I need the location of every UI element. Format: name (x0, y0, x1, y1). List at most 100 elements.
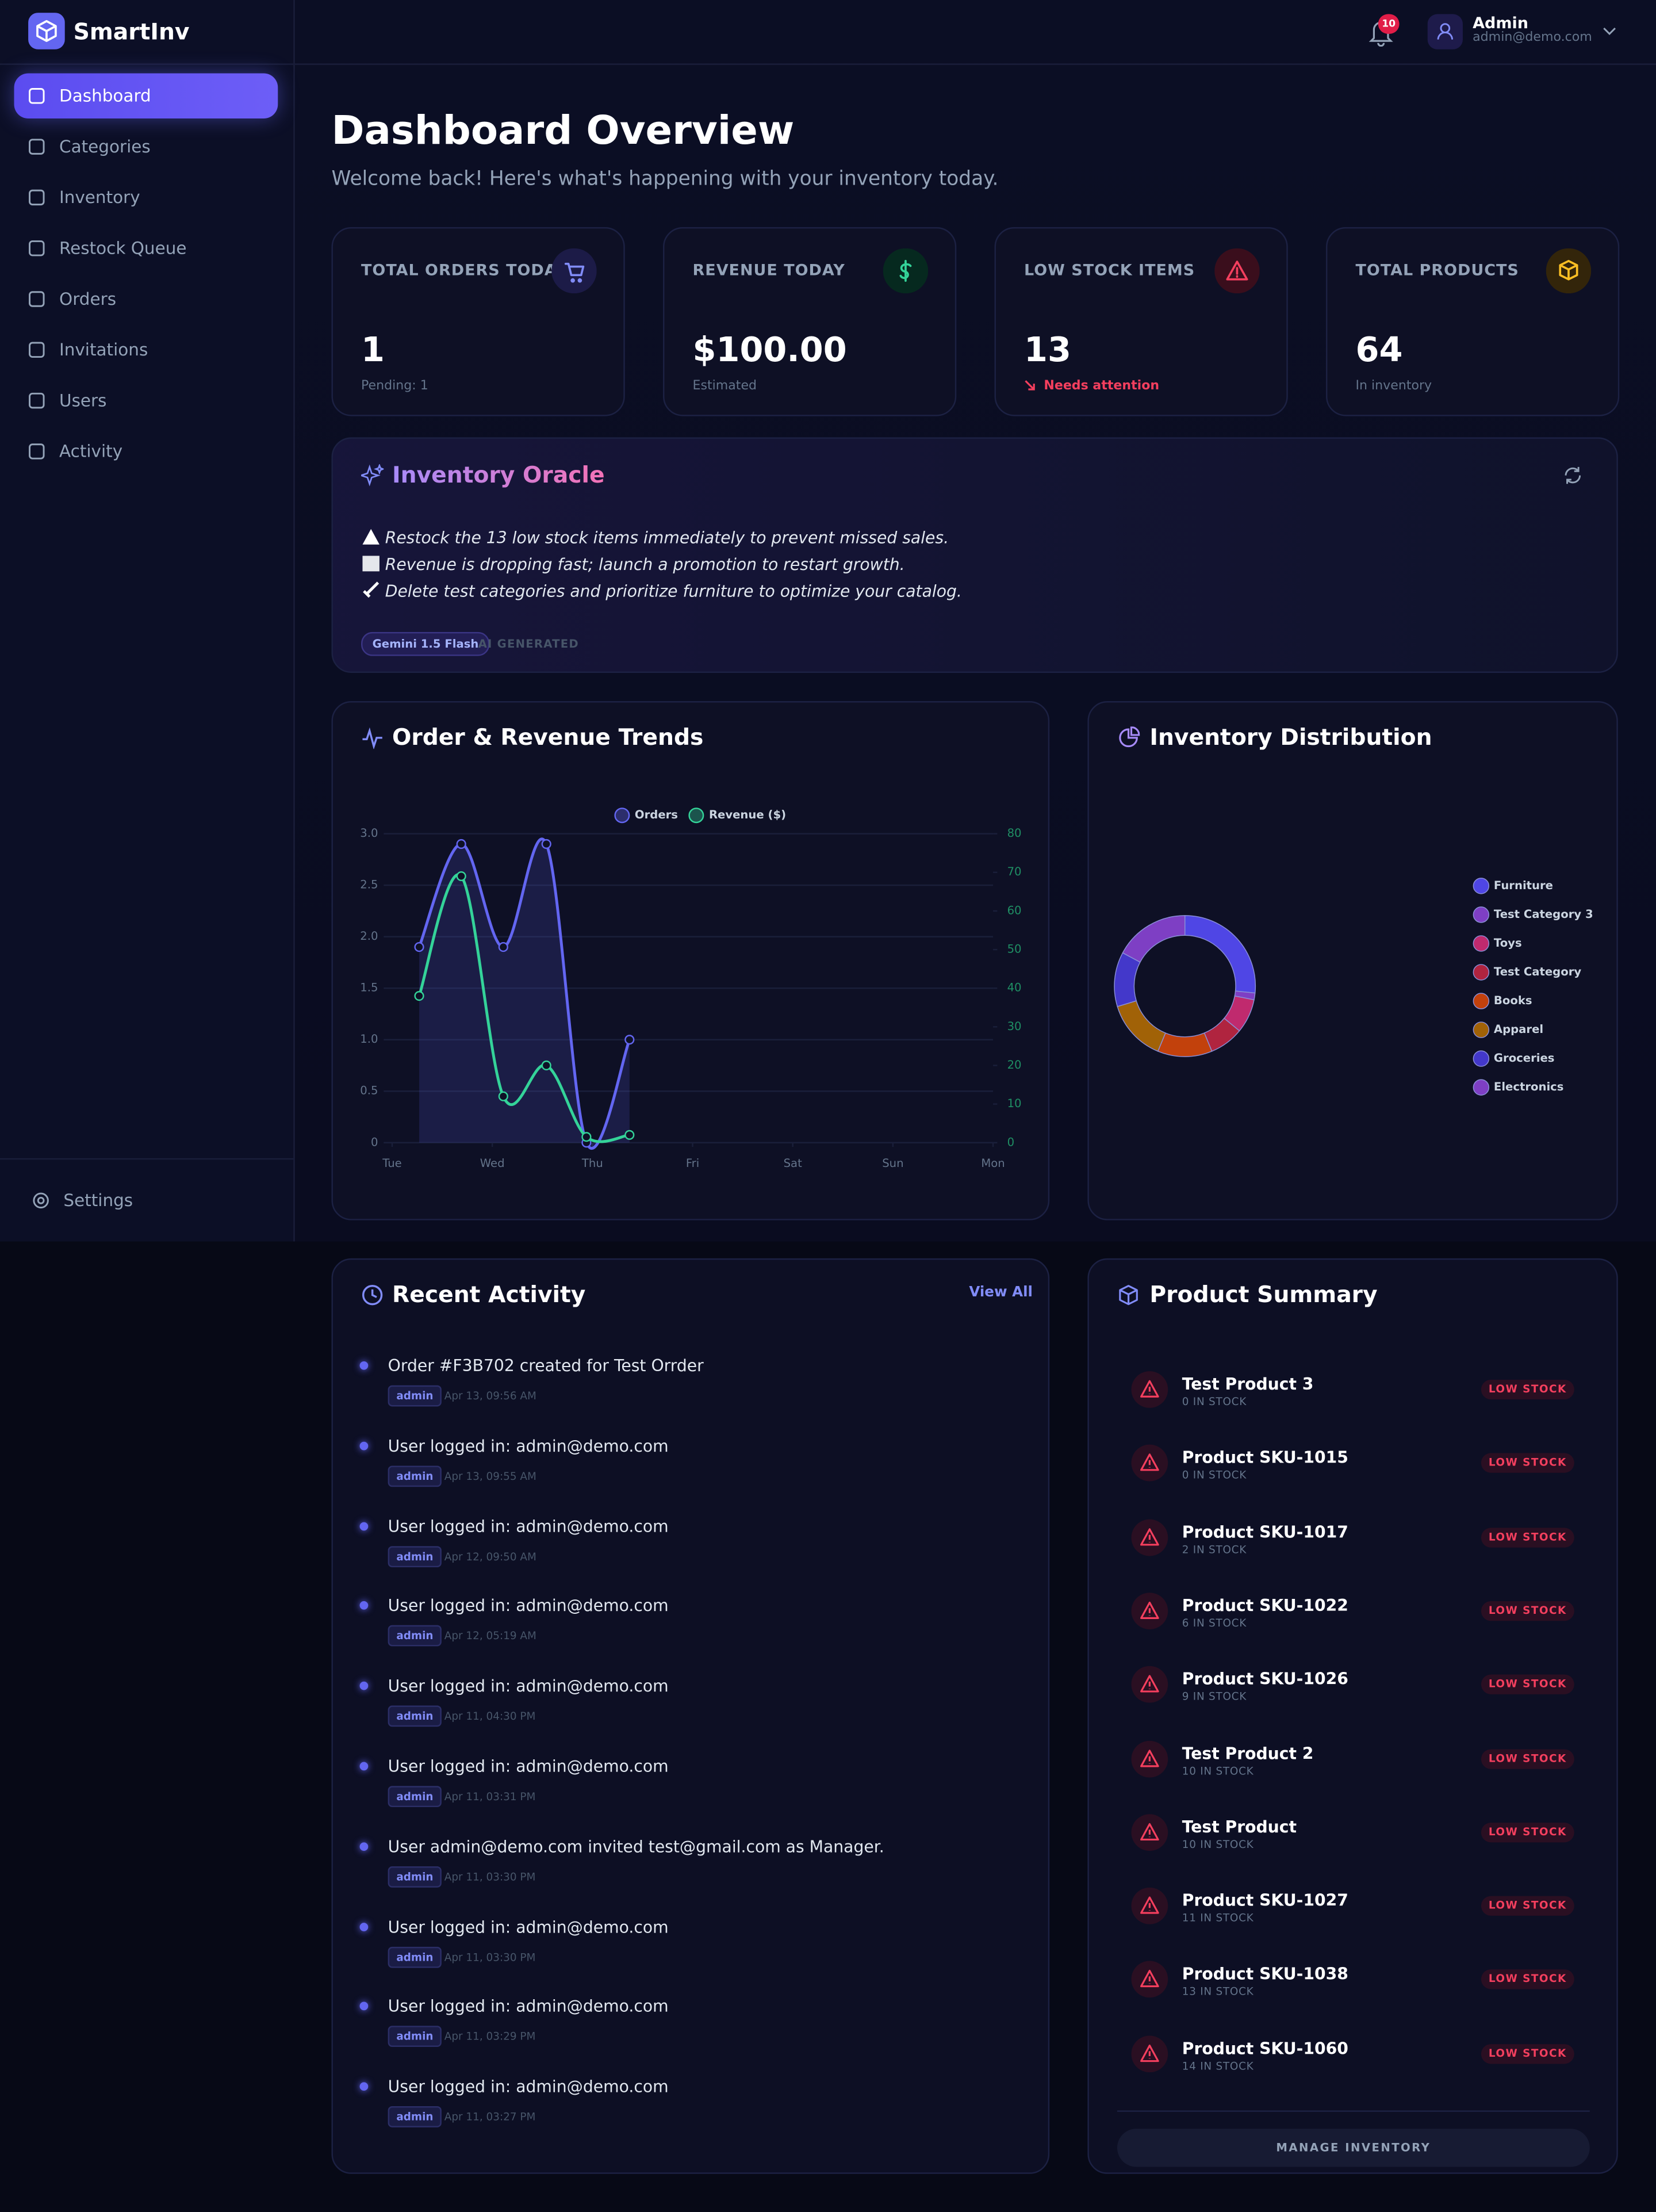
user-badge: admin (388, 1385, 442, 1407)
nav-label: Categories (59, 136, 151, 157)
stat-icon (883, 248, 929, 294)
stat-icon (1214, 248, 1260, 294)
insight: Revenue is dropping fast; launch a promo… (385, 554, 905, 575)
warning-glyph (1140, 1675, 1159, 1693)
activity-text: User logged in: admin@demo.com (388, 1916, 669, 1937)
activity-text: User logged in: admin@demo.com (388, 1676, 669, 1696)
warning-icon (1131, 1445, 1168, 1482)
user-badge: admin (388, 2026, 442, 2048)
nav-label: Dashboard (59, 86, 151, 106)
product-stock: 14 IN STOCK (1182, 2059, 1254, 2072)
nav-item[interactable]: Activity (14, 429, 278, 474)
product-stock: 10 IN STOCK (1182, 1838, 1254, 1851)
nav-icon (29, 291, 45, 307)
product-stock: 9 IN STOCK (1182, 1690, 1247, 1703)
product-stock: 0 IN STOCK (1182, 1469, 1247, 1482)
warning-icon (1131, 1888, 1168, 1924)
stat-note: Estimated (692, 379, 757, 394)
settings-link[interactable]: Settings (18, 1178, 282, 1223)
warning-icon (1131, 1961, 1168, 1999)
activity-dot (359, 2082, 369, 2091)
stat-label: REVENUE TODAY (692, 261, 845, 280)
icon-shape (29, 139, 45, 155)
nav-item[interactable]: Invitations (14, 327, 278, 372)
oracle-title: Inventory Oracle (392, 461, 605, 488)
activity-time: Apr 13, 09:56 AM (444, 1390, 536, 1403)
user-badge: admin (388, 1705, 442, 1727)
warning-glyph (1140, 1749, 1159, 1767)
product-title: Product Summary (1149, 1281, 1378, 1308)
status-badge: LOW STOCK (1481, 1896, 1574, 1916)
product-stock: 10 IN STOCK (1182, 1764, 1254, 1777)
clock-icon (362, 1285, 383, 1306)
user-badge: admin (388, 1545, 442, 1567)
brand-logo (28, 13, 65, 49)
box-icon (1119, 1285, 1138, 1306)
nav-icon (29, 443, 45, 460)
stat-card: TOTAL ORDERS TODAY 1 Pending: 1 (331, 227, 625, 416)
activity-title: Recent Activity (392, 1281, 586, 1308)
icon-shape (899, 259, 912, 282)
product-stock: 6 IN STOCK (1182, 1616, 1247, 1629)
warning-icon (1131, 1518, 1168, 1556)
status-badge: LOW STOCK (1481, 1748, 1574, 1769)
status-badge: LOW STOCK (1481, 1527, 1574, 1547)
ai-tag: AI GENERATED (478, 637, 579, 650)
activity-dot (359, 1521, 369, 1530)
chart-title: Inventory Distribution (1149, 724, 1432, 751)
pulse-icon (362, 727, 382, 749)
view-all-link[interactable]: View All (969, 1285, 1033, 1301)
nav-item[interactable]: Inventory (14, 175, 278, 220)
status-badge: LOW STOCK (1481, 1822, 1574, 1842)
top-bar (294, 0, 1656, 65)
chevron[interactable] (1603, 25, 1617, 37)
product-name: Test Product 2 (1182, 1743, 1314, 1763)
icon-shape (29, 240, 45, 257)
icon-shape (29, 443, 45, 460)
stat-icon (1546, 248, 1592, 294)
product-card: Product Summary MANAGE INVENTORY (1087, 1258, 1618, 2174)
status-badge: LOW STOCK (1481, 1453, 1574, 1474)
user-name: Admin (1473, 14, 1528, 33)
warning-glyph (1140, 1380, 1159, 1398)
manage-inventory-button[interactable]: MANAGE INVENTORY (1117, 2129, 1590, 2167)
nav-item[interactable]: Categories (14, 124, 278, 169)
activity-text: User logged in: admin@demo.com (388, 1596, 669, 1616)
activity-time: Apr 11, 03:31 PM (444, 1790, 536, 1803)
product-name: Test Product (1182, 1816, 1297, 1837)
activity-text: Order #F3B702 created for Test Orrder (388, 1356, 704, 1376)
nav-item[interactable]: Dashboard (14, 73, 278, 119)
nav-icon (29, 342, 45, 358)
product-stock: 11 IN STOCK (1182, 1911, 1254, 1924)
nav-label: Activity (59, 441, 123, 462)
stat-note: In inventory (1355, 379, 1432, 394)
activity-text: User logged in: admin@demo.com (388, 1996, 669, 2017)
product-name: Test Product 3 (1182, 1374, 1314, 1394)
settings-label: Settings (63, 1191, 133, 1211)
nav-item[interactable]: Users (14, 378, 278, 423)
stat-label: TOTAL PRODUCTS (1355, 261, 1519, 280)
stat-card: LOW STOCK ITEMS 13 Needs attention (994, 227, 1288, 416)
activity-text: User admin@demo.com invited test@gmail.c… (388, 1836, 884, 1857)
nav-icon (29, 88, 45, 104)
warning-glyph (1140, 1896, 1159, 1914)
warning-icon (1131, 1813, 1168, 1851)
insight: Restock the 13 low stock items immediate… (385, 527, 949, 548)
nav-label: Invitations (59, 340, 148, 360)
activity-dot (359, 1361, 369, 1370)
brand-name: SmartInv (73, 18, 190, 45)
avatar[interactable] (1427, 14, 1463, 49)
product-name: Product SKU-1022 (1182, 1595, 1348, 1616)
product-stock: 2 IN STOCK (1182, 1543, 1247, 1556)
stat-note: Pending: 1 (361, 379, 428, 394)
activity-time: Apr 11, 03:29 PM (444, 2030, 536, 2043)
stat-note: Needs attention (1044, 379, 1160, 394)
activity-dot (359, 1682, 369, 1690)
activity-card: Recent Activity View All (331, 1258, 1050, 2174)
status-badge: LOW STOCK (1481, 2043, 1574, 2064)
refresh-icon[interactable] (1563, 465, 1582, 485)
nav-item[interactable]: Restock Queue (14, 225, 278, 270)
nav-item[interactable]: Orders (14, 277, 278, 322)
